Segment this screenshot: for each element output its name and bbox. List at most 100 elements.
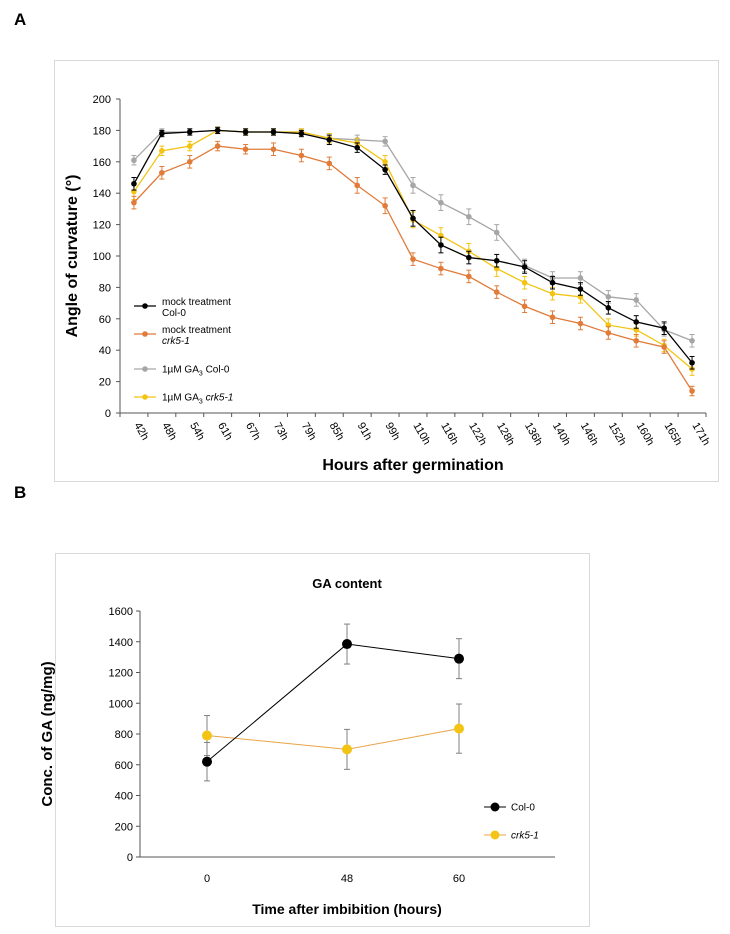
chart-a-x-axis-title: Hours after germination xyxy=(322,457,503,474)
chart-b-y-tick-label: 800 xyxy=(115,729,133,741)
chart-a-point xyxy=(438,242,444,248)
chart-a-point xyxy=(633,297,640,303)
chart-a-point xyxy=(186,143,193,149)
chart-b-point xyxy=(454,653,464,664)
chart-a-x-tick-label: 160h xyxy=(634,421,657,448)
chart-a-point xyxy=(661,325,667,332)
chart-a-point xyxy=(577,286,584,292)
chart-a-x-tick-label: 171h xyxy=(689,421,712,448)
chart-a-legend-label-sub: 3 xyxy=(199,371,203,378)
chart-a-point xyxy=(131,180,137,187)
chart-a-x-tick-label: 116h xyxy=(438,421,460,447)
chart-a-y-tick-label: 0 xyxy=(105,408,111,420)
chart-a-y-tick-label: 60 xyxy=(99,314,111,326)
chart-b-legend-swatch-point xyxy=(490,830,500,840)
panel-label-a: A xyxy=(14,10,27,29)
chart-a-y-tick-label: 40 xyxy=(99,345,111,357)
chart-a-legend-swatch-point xyxy=(142,303,148,309)
chart-a-legend-label-rest: crk5-1 xyxy=(162,336,190,347)
chart-a-y-tick-label: 20 xyxy=(99,377,111,389)
chart-b: GA content 0 200 400 600 800 1000 1200 1400 1600 0… xyxy=(39,576,555,917)
chart-a-y-tick-label: 100 xyxy=(93,251,111,263)
chart-a-point xyxy=(438,199,444,206)
chart-a-legend-label-main: 1µM GA xyxy=(162,365,199,376)
chart-a-x-tick-label: 99h xyxy=(382,421,402,443)
chart-a-point xyxy=(521,303,528,310)
chart-b-legend-swatch-point xyxy=(490,802,500,812)
chart-b-legend-entry: Col-0 xyxy=(484,802,535,814)
chart-a-legend-label-rest: Col-0 xyxy=(162,308,186,319)
chart-a-y-tick-label: 140 xyxy=(93,188,111,200)
chart-a-point xyxy=(577,275,584,281)
chart-a-point xyxy=(159,169,165,176)
chart-a-point xyxy=(242,146,249,153)
chart-a-legend-entry: 1µM GA3 crk5-1 xyxy=(134,393,233,406)
chart-a-point xyxy=(214,127,221,134)
chart-a-y-axis-title: Angle of curvature (°) xyxy=(64,175,81,338)
chart-a-legend-label-rest: Col-0 xyxy=(203,365,230,376)
chart-b-legend-entry: crk5-1 xyxy=(484,830,539,842)
chart-a-x-tick-label: 152h xyxy=(606,421,629,448)
chart-a-point xyxy=(549,314,556,321)
chart-b-x-tick-label: 60 xyxy=(453,873,465,885)
chart-a-point xyxy=(270,146,277,153)
chart-b-x-axis-title: Time after imbibition (hours) xyxy=(252,901,442,917)
chart-a-x-tick-label: 67h xyxy=(243,421,263,443)
chart-a-point xyxy=(549,279,556,286)
chart-a-point xyxy=(214,143,221,149)
chart-a-x-tick-label: 73h xyxy=(271,421,291,443)
chart-a-x-tick-label: 146h xyxy=(578,421,601,448)
chart-b-series-line xyxy=(206,728,460,750)
chart-b-y-tick-label: 1200 xyxy=(109,668,133,680)
chart-a-point xyxy=(466,254,472,261)
chart-a-x-tick-label: 128h xyxy=(494,421,517,448)
chart-b-title: GA content xyxy=(312,576,382,591)
chart-a-x-tick-label: 54h xyxy=(187,421,207,443)
chart-a-legend-label: 1µM GA3 crk5-1 xyxy=(162,393,233,406)
chart-a-legend-swatch-point xyxy=(142,394,148,400)
chart-b-legend-label: Col-0 xyxy=(511,803,535,814)
chart-a-x-tick-label: 79h xyxy=(299,421,319,443)
chart-b-y-tick-label: 1000 xyxy=(109,698,133,710)
chart-a-point xyxy=(493,257,500,264)
chart-a-point xyxy=(270,129,277,135)
chart-a-point xyxy=(605,305,612,311)
chart-a-point xyxy=(633,337,640,344)
chart-frame-ga-content xyxy=(55,553,590,927)
chart-a-legend-label: 1µM GA3 Col-0 xyxy=(162,365,230,378)
chart-b-point xyxy=(342,744,352,755)
chart-a-point xyxy=(382,138,388,145)
chart-a-y-tick-label: 200 xyxy=(93,94,111,106)
chart-a-point xyxy=(131,157,137,164)
chart-a-x-tick-label: 165h xyxy=(662,421,685,448)
chart-a-legend-label-rest: crk5-1 xyxy=(203,393,234,404)
chart-a-legend-label-main: 1µM GA xyxy=(162,393,199,404)
chart-a-point xyxy=(186,129,193,135)
chart-a-x-tick-label: 140h xyxy=(550,421,573,448)
chart-b-point xyxy=(202,756,212,767)
chart-b-x-tick-label: 48 xyxy=(341,873,353,885)
chart-a-point xyxy=(521,264,528,270)
chart-a-x-tick-label: 110h xyxy=(410,421,432,447)
chart-a-y-tick-label: 80 xyxy=(99,282,111,294)
chart-b-x-tick-label: 0 xyxy=(204,873,210,885)
chart-a-x-tick-label: 122h xyxy=(466,421,489,448)
chart-a-point xyxy=(298,152,305,159)
chart-b-point xyxy=(202,730,212,741)
chart-a-point xyxy=(382,159,388,165)
chart-b-legend-label: crk5-1 xyxy=(511,831,539,842)
chart-a-point xyxy=(354,182,360,189)
chart-frame-curvature xyxy=(54,60,719,482)
chart-a-point xyxy=(661,344,667,350)
chart-a-point xyxy=(521,279,528,286)
chart-a-point xyxy=(159,148,165,154)
chart-a-point xyxy=(605,330,612,336)
chart-a-point xyxy=(326,160,333,167)
chart-a-point xyxy=(689,359,695,366)
chart-a-point xyxy=(689,337,695,344)
chart-a-point xyxy=(298,130,305,137)
chart-a-point xyxy=(438,265,444,272)
chart-a-y-tick-label: 160 xyxy=(93,157,111,169)
